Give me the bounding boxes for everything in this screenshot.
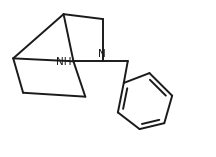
Text: NH: NH xyxy=(56,57,71,67)
Text: N: N xyxy=(98,49,106,59)
